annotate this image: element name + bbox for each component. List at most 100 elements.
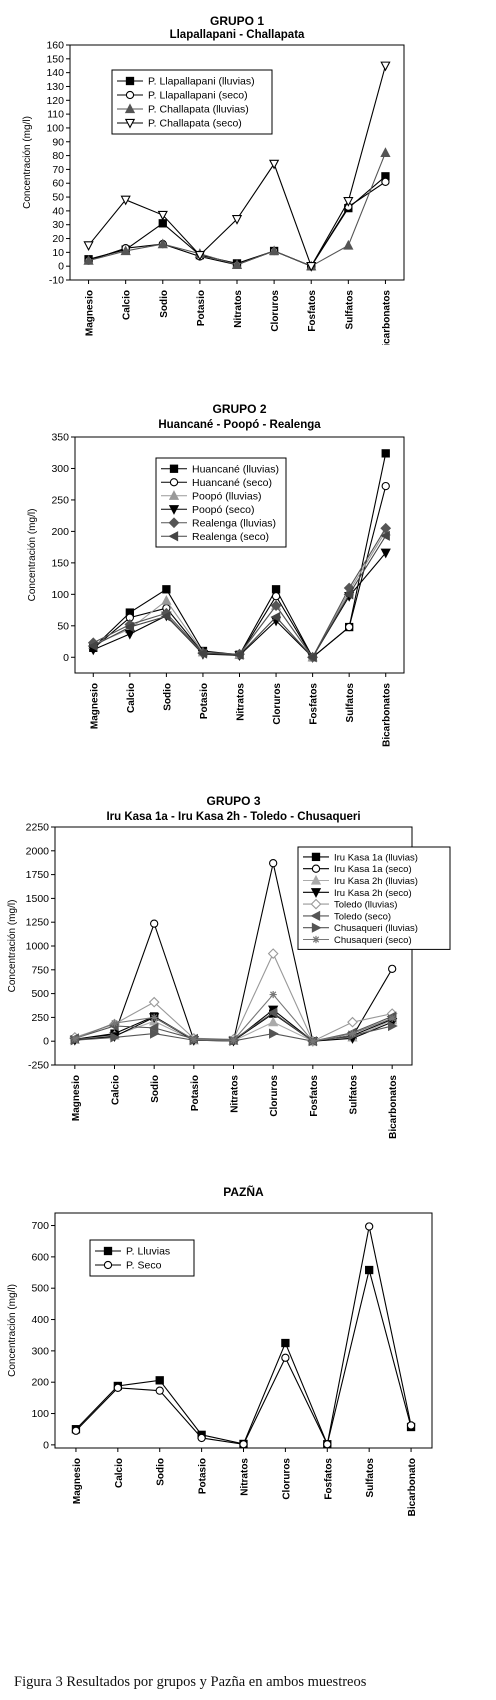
- chart-grupo-2: GRUPO 2 Huancané - Poopó - Realenga 0 50 100…: [0, 395, 496, 750]
- data-point: [271, 592, 281, 601]
- x-tick-label: Fosfatos: [309, 683, 320, 725]
- series-1: [71, 1265, 416, 1449]
- x-tick-label: Fosfatos: [307, 290, 318, 332]
- data-point: [381, 177, 390, 187]
- legend-label: Toledo (lluvias): [334, 900, 397, 911]
- x-tick-label: Calcio: [114, 1458, 125, 1488]
- data-point: [160, 611, 171, 622]
- y-tick-label: 500: [31, 988, 49, 1000]
- y-tick-label: 200: [31, 1377, 49, 1389]
- x-tick-label: Potasio: [196, 290, 207, 326]
- legend-marker: [125, 90, 135, 100]
- legend-marker: [125, 76, 135, 86]
- y-tick-label: 120: [46, 95, 64, 107]
- y-tick-label: 700: [31, 1220, 49, 1232]
- y-tick-label: 0: [43, 1439, 49, 1451]
- data-point: [270, 611, 281, 623]
- y-tick-label: 70: [52, 164, 64, 176]
- legend: P. Lluvias P. Seco: [89, 1239, 195, 1277]
- legend-label: P. Challapata (seco): [148, 118, 242, 130]
- y-tick-label: 140: [46, 67, 64, 79]
- x-tick-label: Cloruros: [269, 1075, 280, 1117]
- data-point: [380, 61, 391, 72]
- data-point: [148, 1022, 159, 1033]
- y-tick-label: 40: [52, 205, 64, 217]
- data-point: [229, 1036, 238, 1044]
- data-point: [157, 210, 168, 221]
- legend-box: [89, 1239, 195, 1277]
- data-point: [155, 1386, 164, 1395]
- data-point: [388, 964, 397, 973]
- y-tick-label: 2250: [26, 822, 50, 834]
- data-point: [162, 585, 171, 594]
- data-point: [120, 195, 131, 206]
- chart-pazna: PAZÑA 0 100 200 300 400 500 600 700 Concentración…: [0, 1178, 496, 1558]
- legend-marker: [103, 1260, 113, 1270]
- legend-marker: [168, 490, 180, 500]
- series-line: [93, 535, 387, 659]
- y-tick-label: 30: [52, 219, 64, 231]
- data-point: [161, 595, 172, 605]
- data-point: [269, 1028, 279, 1039]
- data-point: [269, 159, 280, 170]
- y-tick-label: 500: [31, 1283, 49, 1295]
- data-point: [158, 219, 167, 228]
- data-point: [281, 1353, 290, 1362]
- data-point: [281, 1338, 290, 1348]
- legend-marker: [168, 517, 180, 529]
- legend-marker: [124, 103, 136, 114]
- chart-subtitle: Huancané - Poopó - Realenga: [158, 419, 321, 431]
- data-point: [388, 1014, 396, 1022]
- x-tick-label: Bicarbonatos: [381, 290, 392, 345]
- y-tick-label: 200: [51, 526, 69, 538]
- data-point: [157, 238, 168, 249]
- chart-title: GRUPO 1: [210, 14, 264, 28]
- legend-label: Poopó (seco): [192, 504, 254, 516]
- chart-grupo-3: GRUPO 3 Iru Kasa 1a - Iru Kasa 2h - Toled…: [0, 785, 496, 1145]
- data-point: [231, 259, 243, 269]
- data-point: [71, 1035, 79, 1043]
- chart-title: GRUPO 2: [212, 402, 266, 416]
- legend-label: Chusaqueri (seco): [334, 935, 412, 946]
- data-point: [150, 919, 159, 928]
- x-tick-label: Sulfatos: [344, 290, 355, 330]
- data-point: [365, 1222, 374, 1231]
- x-tick-label: Bicarbonatos: [388, 1075, 399, 1139]
- legend-label: Iru Kasa 1a (lluvias): [334, 852, 418, 863]
- legend-marker: [310, 910, 321, 922]
- data-point: [233, 649, 244, 660]
- y-tick-label: 0: [43, 1036, 49, 1048]
- series-4: [83, 61, 391, 272]
- y-tick-label: 600: [31, 1251, 49, 1263]
- x-tick-label: Sulfatos: [365, 1458, 376, 1498]
- data-point: [380, 530, 390, 541]
- legend-marker: [168, 531, 179, 542]
- data-point: [345, 622, 354, 632]
- data-point: [309, 1037, 317, 1045]
- data-point: [269, 245, 280, 256]
- data-point: [120, 245, 131, 256]
- series-line: [88, 152, 386, 267]
- legend-marker: [310, 888, 322, 898]
- data-point: [269, 859, 278, 868]
- legend-marker: [310, 874, 322, 885]
- y-tick-label: 100: [51, 589, 69, 601]
- x-tick-label: Sodio: [150, 1075, 161, 1103]
- y-tick-label: 150: [46, 53, 64, 65]
- data-point: [307, 652, 317, 663]
- x-tick-label: Sodio: [156, 1458, 167, 1486]
- data-point: [197, 648, 208, 659]
- y-tick-label: 20: [52, 233, 64, 245]
- y-tick-label: 1250: [26, 917, 50, 929]
- data-point: [343, 589, 354, 600]
- legend-marker: [310, 898, 322, 910]
- y-tick-label: 250: [51, 494, 69, 506]
- x-tick-label: Nitratos: [230, 1075, 241, 1113]
- chart-title: PAZÑA: [223, 1184, 264, 1199]
- series-4: [88, 548, 391, 663]
- legend-marker: [311, 852, 321, 862]
- y-tick-label: 300: [51, 463, 69, 475]
- legend-label: P. Llapallapani (lluvias): [148, 76, 255, 88]
- x-tick-label: Calcio: [126, 683, 137, 713]
